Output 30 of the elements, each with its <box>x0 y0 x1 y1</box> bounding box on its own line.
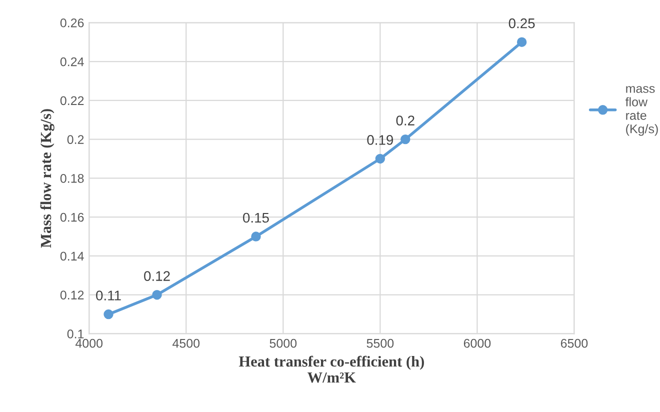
y-tick-label: 0.26 <box>60 18 84 28</box>
point <box>251 232 261 242</box>
data-label: 0.15 <box>243 212 269 223</box>
legend-label: mass flow rate (Kg/s) <box>625 86 658 136</box>
data-label: 0.25 <box>508 18 535 28</box>
y-axis-title: Mass flow rate (Kg/s) <box>40 109 54 248</box>
point <box>400 134 410 144</box>
data-label: 0.12 <box>144 271 170 281</box>
y-tick-label: 0.1 <box>67 330 84 338</box>
x-tick-label: 5000 <box>270 338 297 348</box>
x-tick-label: 6000 <box>464 338 491 348</box>
y-tick-label: 0.14 <box>60 252 84 261</box>
point <box>152 290 162 300</box>
y-tick-label: 0.24 <box>60 57 84 66</box>
y-tick-label: 0.22 <box>60 96 84 106</box>
y-tick-label: 0.18 <box>60 174 84 183</box>
point <box>104 309 114 320</box>
data-label: 0.19 <box>367 135 394 145</box>
x-tick-label: 6500 <box>560 338 588 348</box>
x-tick-label: 4500 <box>172 338 200 348</box>
data-label: 0.2 <box>396 116 414 126</box>
data-label: 0.11 <box>96 290 121 300</box>
x-tick-label: 4000 <box>75 338 103 348</box>
point <box>516 37 527 47</box>
x-axis-title: Heat transfer co-efficient (h) W/m²K <box>238 356 424 383</box>
y-tick-label: 0.2 <box>67 135 84 144</box>
y-tick-label: 0.12 <box>60 290 84 300</box>
point <box>375 154 386 164</box>
y-tick-label: 0.16 <box>60 212 84 222</box>
x-tick-label: 5500 <box>366 338 394 348</box>
